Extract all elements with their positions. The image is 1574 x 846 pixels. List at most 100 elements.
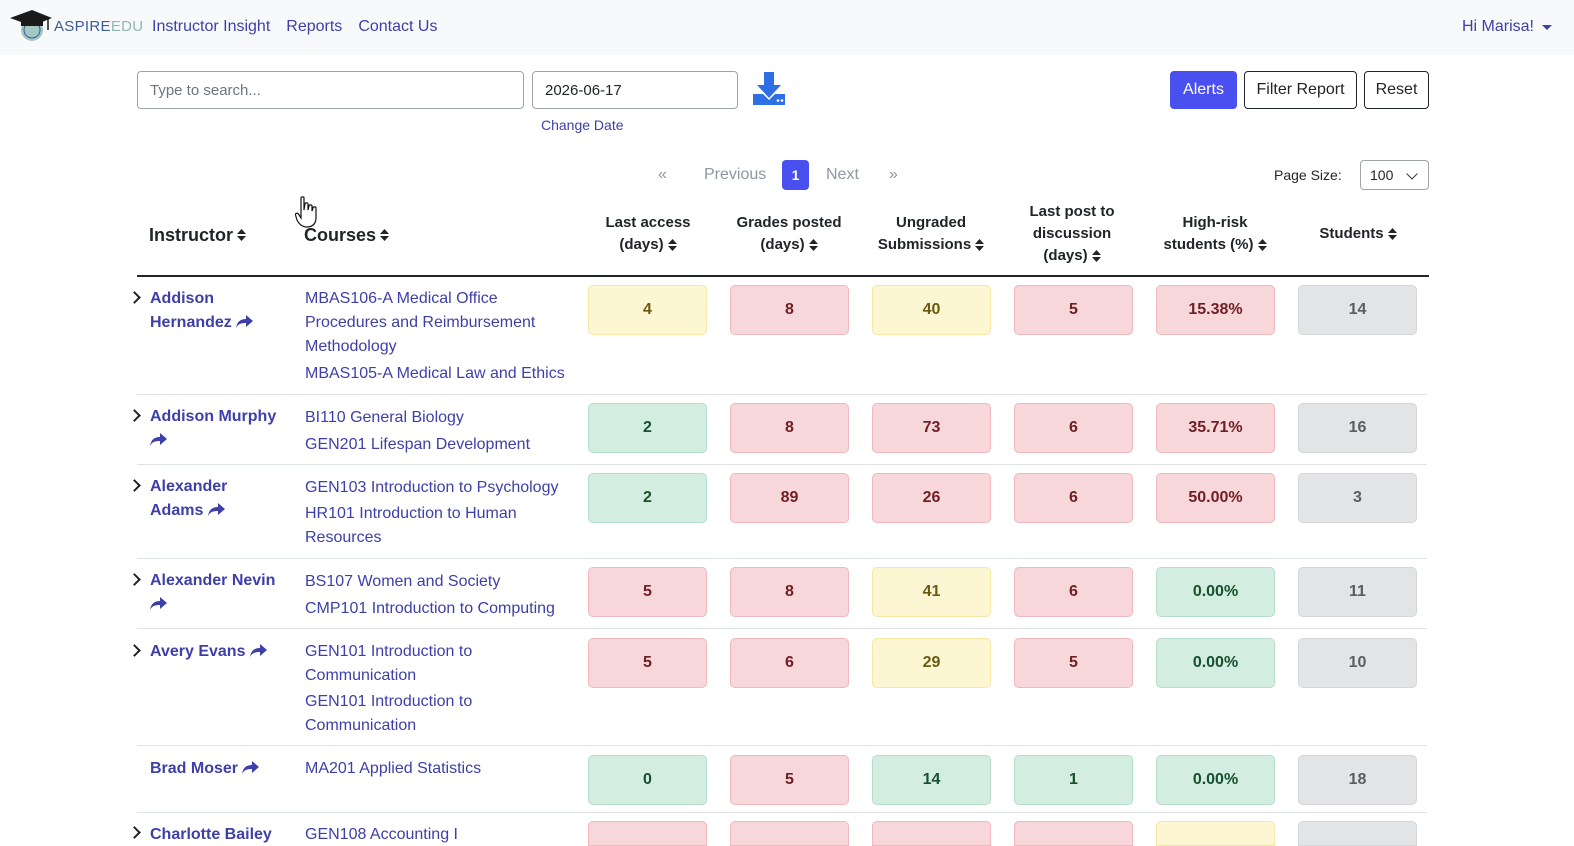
previous-page-button[interactable]: Previous — [704, 166, 767, 183]
expand-row-icon[interactable] — [128, 644, 141, 657]
nav-link-contact-us[interactable]: Contact Us — [358, 18, 438, 35]
first-page-button[interactable]: « — [658, 166, 667, 183]
high-risk-cell: 35.71% — [1156, 403, 1275, 453]
grades-posted-cell: 8 — [730, 567, 849, 617]
row-divider — [137, 394, 1427, 395]
row-divider — [137, 628, 1427, 629]
sort-icon — [1257, 239, 1267, 252]
nav-link-reports[interactable]: Reports — [286, 18, 343, 35]
last-post-cell — [1014, 821, 1133, 846]
column-header-instructor[interactable]: Instructor — [149, 222, 247, 248]
column-header-label: Last post to — [1029, 203, 1115, 220]
column-header-high-risk[interactable]: High-risk students (%) — [1150, 212, 1280, 256]
column-header-label: Submissions — [877, 236, 972, 253]
chevron-down-icon — [1406, 168, 1418, 180]
brand-name: ASPIREEDU — [54, 17, 144, 35]
last-access-cell: 2 — [588, 473, 707, 523]
students-cell: 11 — [1298, 567, 1417, 617]
column-header-last-access[interactable]: Last access (days) — [588, 212, 708, 256]
last-post-cell: 5 — [1014, 285, 1133, 335]
expand-row-icon[interactable] — [128, 409, 141, 422]
grades-posted-cell: 8 — [730, 403, 849, 453]
next-page-button[interactable]: Next — [826, 166, 859, 183]
page-size-label: Page Size: — [1274, 167, 1342, 183]
high-risk-cell: 0.00% — [1156, 567, 1275, 617]
course-link[interactable]: BS107 Women and Society — [305, 573, 501, 590]
instructor-link[interactable]: Addison Hernandez — [150, 287, 290, 335]
instructor-link[interactable]: Charlotte Bailey — [150, 826, 272, 843]
course-link[interactable]: BI110 General Biology — [305, 409, 464, 426]
sort-icon — [1091, 250, 1101, 263]
instructor-link[interactable]: Addison Murphy — [150, 405, 290, 453]
sort-icon — [667, 239, 677, 252]
last-post-cell: 1 — [1014, 755, 1133, 805]
last-post-cell: 6 — [1014, 403, 1133, 453]
sort-icon — [975, 239, 985, 252]
column-header-label: (days) — [760, 236, 805, 253]
expand-row-icon[interactable] — [128, 291, 141, 304]
course-link[interactable]: GEN101 Introduction to Communication — [305, 693, 473, 734]
course-link[interactable]: GEN103 Introduction to Psychology — [305, 479, 559, 496]
column-header-students[interactable]: Students — [1298, 223, 1418, 245]
instructor-link[interactable]: Alexander Adams — [150, 478, 228, 519]
share-icon[interactable] — [150, 597, 167, 610]
share-icon[interactable] — [236, 315, 254, 328]
course-link[interactable]: MBAS106-A Medical Office Procedures and R… — [305, 290, 536, 355]
graduation-cap-icon — [10, 10, 52, 41]
last-access-cell: 4 — [588, 285, 707, 335]
grades-posted-cell — [730, 821, 849, 846]
nav-link-instructor-insight[interactable]: Instructor Insight — [152, 18, 271, 35]
instructor-link[interactable]: Alexander Nevin — [150, 569, 290, 617]
sort-icon — [1387, 228, 1397, 241]
expand-row-icon[interactable] — [128, 826, 141, 839]
column-header-label: Grades posted — [736, 214, 842, 231]
reset-button[interactable]: Reset — [1364, 71, 1429, 109]
alerts-button[interactable]: Alerts — [1170, 71, 1237, 109]
filter-report-button[interactable]: Filter Report — [1244, 71, 1357, 109]
table-header-divider — [137, 275, 1429, 277]
date-input[interactable] — [532, 71, 738, 109]
user-greeting: Hi Marisa! — [1461, 18, 1534, 35]
ungraded-submissions-cell: 40 — [872, 285, 991, 335]
expand-row-icon[interactable] — [128, 573, 141, 586]
hand-cursor-icon — [295, 196, 317, 228]
share-icon[interactable] — [207, 503, 225, 516]
ungraded-submissions-cell: 29 — [872, 638, 991, 688]
column-header-courses[interactable]: Courses — [304, 222, 390, 248]
sort-icon — [380, 229, 390, 241]
share-icon[interactable] — [150, 433, 167, 446]
course-link[interactable]: CMP101 Introduction to Computing — [305, 600, 555, 617]
instructor-link[interactable]: Avery Evans — [150, 640, 290, 664]
column-header-grades-posted[interactable]: Grades posted (days) — [724, 212, 854, 256]
brand-logo[interactable]: ASPIREEDU — [8, 8, 143, 44]
course-link[interactable]: HR101 Introduction to Human Resources — [305, 505, 517, 546]
instructor-link[interactable]: Brad Moser — [150, 757, 290, 781]
last-access-cell: 5 — [588, 567, 707, 617]
nav-links: Instructor Insight Reports Contact Us — [152, 18, 437, 36]
column-header-label: (days) — [1043, 247, 1088, 264]
chevron-down-icon — [1542, 24, 1552, 30]
page-size-select[interactable]: 100 — [1360, 160, 1429, 190]
course-link[interactable]: MBAS105-A Medical Law and Ethics — [305, 365, 565, 382]
course-link[interactable]: MA201 Applied Statistics — [305, 760, 482, 777]
search-input[interactable] — [137, 71, 524, 109]
high-risk-cell — [1156, 821, 1275, 846]
sort-icon — [808, 239, 818, 252]
share-icon[interactable] — [242, 761, 260, 774]
download-icon[interactable] — [752, 70, 786, 106]
high-risk-cell: 0.00% — [1156, 638, 1275, 688]
current-page-button[interactable]: 1 — [782, 160, 809, 190]
column-header-label: Ungraded — [895, 214, 966, 231]
expand-row-icon[interactable] — [128, 479, 141, 492]
column-header-ungraded-submissions[interactable]: Ungraded Submissions — [866, 212, 996, 256]
share-icon[interactable] — [249, 644, 267, 657]
user-menu[interactable]: Hi Marisa! — [1462, 18, 1552, 36]
last-page-button[interactable]: » — [889, 166, 898, 183]
column-header-last-post[interactable]: Last post to discussion (days) — [1012, 201, 1132, 267]
course-link[interactable]: GEN108 Accounting I — [305, 826, 458, 843]
course-link[interactable]: GEN201 Lifespan Development — [305, 436, 531, 453]
change-date-link[interactable]: Change Date — [541, 117, 624, 133]
course-link[interactable]: GEN101 Introduction to Communication — [305, 643, 473, 684]
last-post-cell: 5 — [1014, 638, 1133, 688]
grades-posted-cell: 5 — [730, 755, 849, 805]
